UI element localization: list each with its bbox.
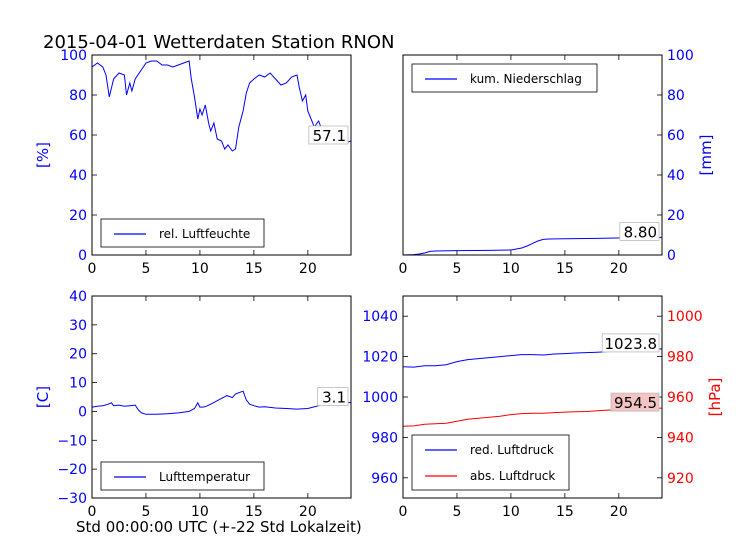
x-tick-label: 10 [502, 504, 520, 520]
y-tick-label-right: 1000 [667, 309, 703, 325]
y-tick-label-right: 980 [667, 350, 694, 366]
y-tick-label: 20 [69, 208, 87, 224]
last-value-label: 57.1 [313, 127, 346, 145]
last-value-label: 1023.8 [605, 335, 658, 353]
y-tick-label: −30 [57, 491, 87, 507]
y-tick-label: 960 [371, 471, 398, 487]
y-tick-label: 100 [60, 48, 87, 64]
series-line-kum-niederschlag [403, 236, 662, 255]
last-value-label: 954.5 [614, 394, 657, 412]
x-tick-label: 0 [88, 504, 97, 520]
y-tick-label: 980 [371, 430, 398, 446]
legend: rel. Luftfeuchte [100, 218, 265, 248]
y-axis-label-right: [hPa] [706, 378, 724, 417]
series-line-rel-luftfeuchte [92, 60, 351, 152]
y-tick-label-right: 0 [667, 248, 676, 264]
legend: kum. Niederschlag [411, 63, 598, 93]
legend: red. Luftdruck abs. Luftdruck [411, 434, 570, 491]
y-tick-label-right: 920 [667, 471, 694, 487]
figure-title: 2015-04-01 Wetterdaten Station RNON [43, 32, 394, 53]
x-tick-label: 5 [452, 261, 461, 277]
x-tick-label: 20 [610, 504, 628, 520]
x-tick-label: 0 [399, 504, 408, 520]
last-value-box [601, 333, 660, 353]
y-tick-label: 60 [69, 128, 87, 144]
legend-label: red. Luftdruck [470, 443, 554, 457]
last-value-box [610, 392, 660, 412]
panel-4: 0 5 10 15 20 960 980 1000 1020 1040 920 940 960 980 10… [362, 295, 724, 520]
last-value-box [619, 221, 660, 241]
panel-1: 0 5 10 15 20 0 20 40 60 80 100 [%] 57.1 rel. Luftfeuc… [34, 48, 352, 277]
x-tick-label: 20 [299, 261, 317, 277]
series-line-lufttemperatur [92, 390, 351, 415]
x-tick-label: 10 [191, 261, 209, 277]
y-tick-label: 1000 [362, 390, 398, 406]
legend-box [411, 434, 570, 491]
plot-frame [91, 295, 352, 499]
plot-frame [402, 54, 663, 256]
legend: Lufttemperatur [100, 461, 265, 491]
legend-label: abs. Luftdruck [470, 469, 555, 483]
x-tick-label: 15 [245, 261, 263, 277]
panel-2: 0 5 10 15 20 0 20 40 60 80 100 [mm] 8.80 kum. Nieders… [399, 48, 715, 277]
legend-label: rel. Luftfeuchte [159, 227, 250, 241]
y-tick-label: 1020 [362, 350, 398, 366]
y-axis-label: [C] [34, 386, 52, 408]
x-tick-label: 5 [452, 504, 461, 520]
y-tick-label: 10 [69, 376, 87, 392]
y-tick-label-right: 100 [667, 48, 694, 64]
y-tick-label-right: 40 [667, 168, 685, 184]
y-tick-label: 1040 [362, 309, 398, 325]
y-tick-label-right: 20 [667, 208, 685, 224]
x-tick-label: 0 [88, 261, 97, 277]
legend-label: kum. Niederschlag [470, 72, 582, 86]
last-value-box [317, 387, 349, 406]
y-tick-label: −20 [57, 462, 87, 478]
y-tick-label: 20 [69, 347, 87, 363]
legend-box [411, 63, 598, 93]
y-tick-label: 80 [69, 88, 87, 104]
x-tick-label: 20 [610, 261, 628, 277]
y-tick-label: 30 [69, 318, 87, 334]
plot-frame [402, 295, 663, 499]
x-tick-label: 5 [141, 504, 150, 520]
y-axis-label: [%] [34, 142, 52, 168]
y-tick-label-right: 940 [667, 430, 694, 446]
y-tick-label: 40 [69, 289, 87, 305]
x-tick-label: 0 [399, 261, 408, 277]
x-tick-label: 5 [141, 261, 150, 277]
legend-box [100, 218, 265, 248]
y-tick-label-right: 960 [667, 390, 694, 406]
x-tick-label: 15 [556, 261, 574, 277]
x-tick-label: 10 [191, 504, 209, 520]
plot-frame [91, 54, 352, 256]
y-tick-label: −10 [57, 433, 87, 449]
last-value-label: 8.80 [624, 223, 657, 241]
legend-box [100, 461, 265, 491]
x-axis-label: Std 00:00:00 UTC (+-22 Std Lokalzeit) [76, 518, 362, 536]
x-tick-label: 15 [556, 504, 574, 520]
x-tick-label: 20 [299, 504, 317, 520]
y-tick-label-right: 80 [667, 88, 685, 104]
last-value-label: 3.1 [322, 388, 346, 406]
x-tick-label: 15 [245, 504, 263, 520]
panel-3: 0 5 10 15 20 −30 −20 −10 0 10 20 30 40 [C] 3.1 Lufttemp… [34, 289, 352, 520]
last-value-box [308, 125, 349, 145]
y-tick-label: 40 [69, 168, 87, 184]
x-tick-label: 10 [502, 261, 520, 277]
y-tick-label: 0 [78, 404, 87, 420]
y-tick-label-right: 60 [667, 128, 685, 144]
legend-label: Lufttemperatur [159, 470, 250, 484]
y-axis-label-right: [mm] [697, 135, 715, 176]
y-tick-label: 0 [78, 248, 87, 264]
